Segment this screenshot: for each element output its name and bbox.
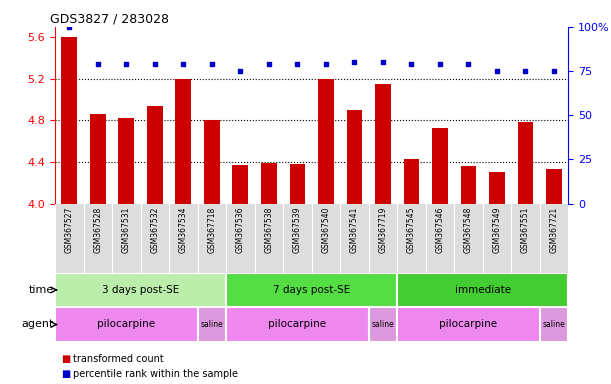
Point [349, 59, 359, 65]
Point [207, 61, 217, 67]
Point [492, 68, 502, 74]
Bar [540, 307, 568, 342]
Bar [226, 307, 368, 342]
Bar [175, 79, 191, 204]
Point [150, 61, 159, 67]
Bar [518, 122, 533, 204]
Text: GSM367719: GSM367719 [378, 207, 387, 253]
Point [549, 68, 559, 74]
Point [122, 61, 131, 67]
Bar [204, 121, 219, 204]
Text: GSM367528: GSM367528 [93, 207, 102, 253]
Text: time: time [28, 285, 54, 295]
Point [264, 61, 274, 67]
Bar [147, 106, 163, 204]
Bar [232, 165, 248, 204]
Bar [290, 164, 306, 204]
Bar [226, 273, 397, 307]
Text: GSM367532: GSM367532 [150, 207, 159, 253]
Text: GDS3827 / 283028: GDS3827 / 283028 [50, 13, 169, 26]
Text: agent: agent [21, 319, 54, 329]
Text: GSM367540: GSM367540 [321, 207, 331, 253]
Text: GSM367538: GSM367538 [265, 207, 273, 253]
Text: GSM367545: GSM367545 [407, 207, 416, 253]
Text: GSM367721: GSM367721 [549, 207, 558, 253]
Point [93, 61, 103, 67]
Text: 7 days post-SE: 7 days post-SE [273, 285, 350, 295]
Point [435, 61, 445, 67]
Point [293, 61, 302, 67]
Point [235, 68, 245, 74]
Text: GSM367718: GSM367718 [207, 207, 216, 253]
Bar [461, 166, 477, 204]
Text: GSM367549: GSM367549 [492, 207, 502, 253]
Bar [489, 172, 505, 204]
Text: ■: ■ [61, 369, 70, 379]
Bar [261, 163, 277, 204]
Text: pilocarpine: pilocarpine [268, 319, 326, 329]
Point [321, 61, 331, 67]
Text: GSM367539: GSM367539 [293, 207, 302, 253]
Bar [119, 118, 134, 204]
Bar [397, 307, 540, 342]
Bar [55, 307, 197, 342]
Text: saline: saline [200, 320, 223, 329]
Text: percentile rank within the sample: percentile rank within the sample [73, 369, 238, 379]
Bar [197, 307, 226, 342]
Point [64, 24, 74, 30]
Bar [90, 114, 106, 204]
Text: ■: ■ [61, 354, 70, 364]
Bar [375, 84, 391, 204]
Text: GSM367536: GSM367536 [236, 207, 245, 253]
Text: pilocarpine: pilocarpine [439, 319, 497, 329]
Bar [346, 110, 362, 204]
Point [521, 68, 530, 74]
Point [178, 61, 188, 67]
Text: immediate: immediate [455, 285, 511, 295]
Text: saline: saline [371, 320, 394, 329]
Text: GSM367541: GSM367541 [350, 207, 359, 253]
Bar [368, 307, 397, 342]
Text: GSM367534: GSM367534 [179, 207, 188, 253]
Text: GSM367546: GSM367546 [436, 207, 444, 253]
Text: GSM367531: GSM367531 [122, 207, 131, 253]
Point [406, 61, 416, 67]
Text: 3 days post-SE: 3 days post-SE [102, 285, 179, 295]
Text: GSM367551: GSM367551 [521, 207, 530, 253]
Bar [318, 79, 334, 204]
Bar [61, 37, 77, 204]
Text: GSM367548: GSM367548 [464, 207, 473, 253]
Point [378, 59, 388, 65]
Bar [397, 273, 568, 307]
Text: pilocarpine: pilocarpine [97, 319, 155, 329]
Bar [55, 273, 226, 307]
Bar [546, 169, 562, 204]
Bar [432, 127, 448, 204]
Point [464, 61, 474, 67]
Text: GSM367527: GSM367527 [65, 207, 74, 253]
Text: transformed count: transformed count [73, 354, 164, 364]
Text: saline: saline [543, 320, 565, 329]
Bar [403, 159, 419, 204]
